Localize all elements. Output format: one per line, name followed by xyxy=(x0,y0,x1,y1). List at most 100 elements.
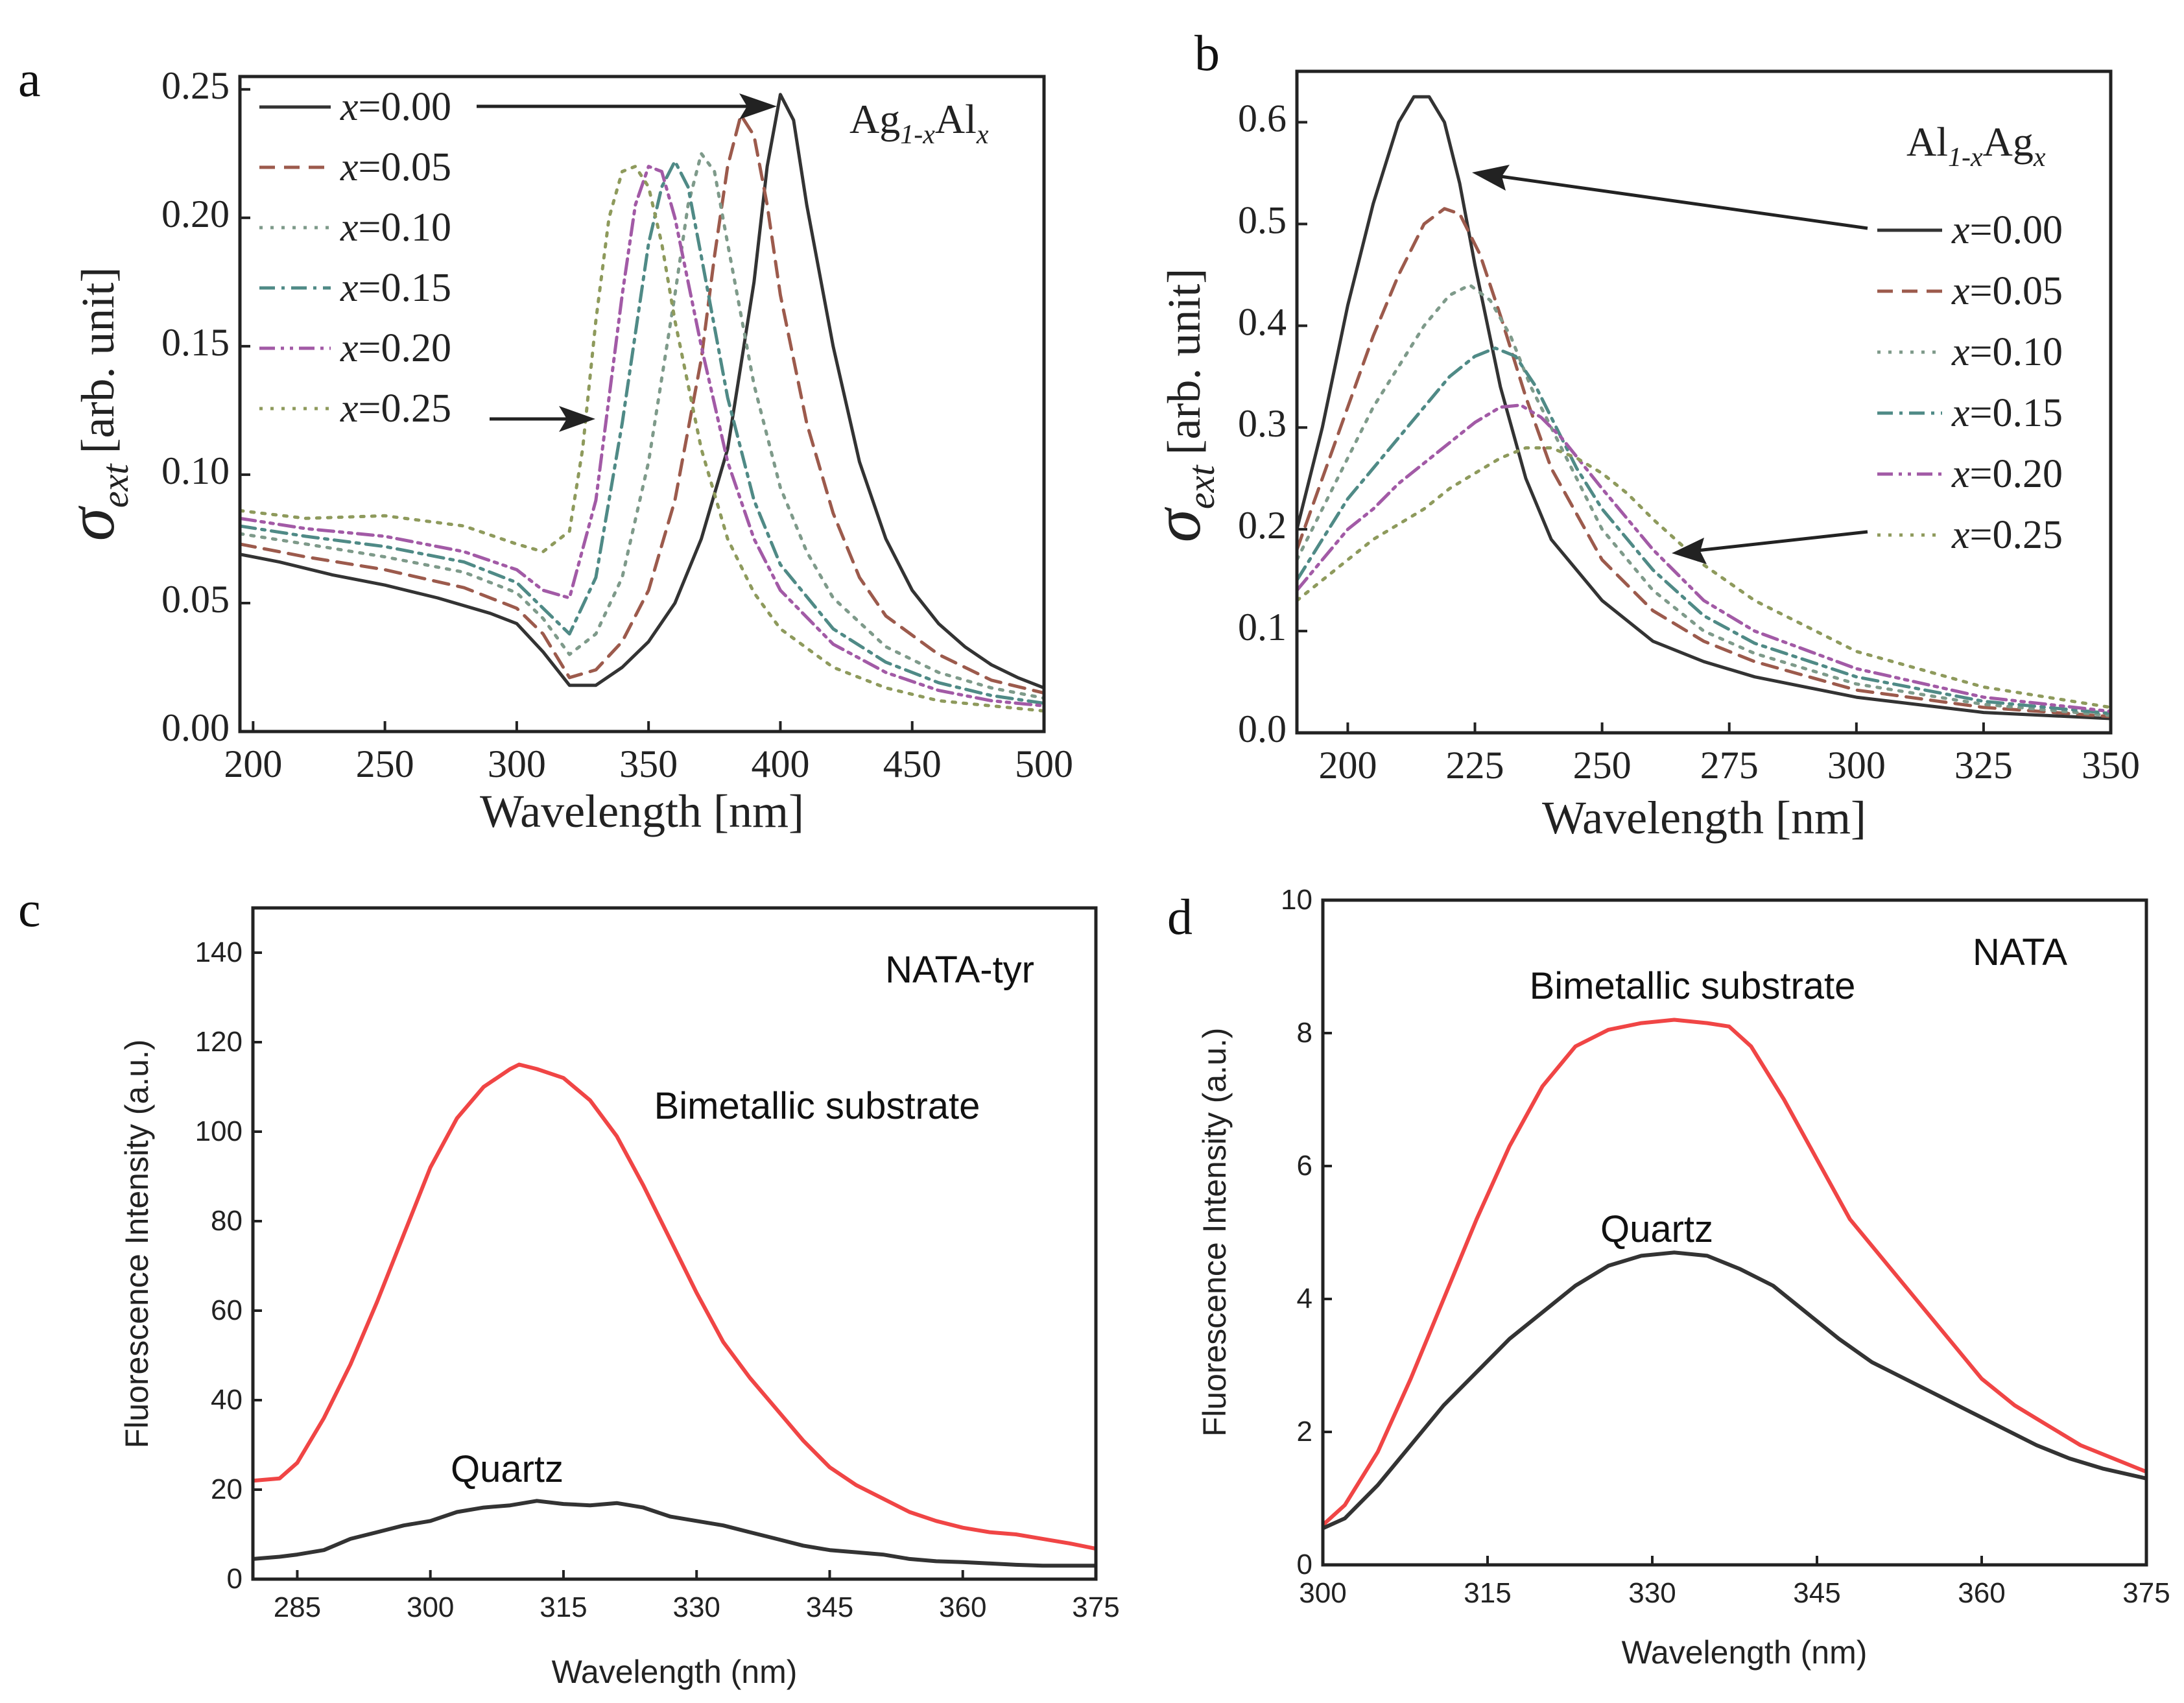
plot-area-c xyxy=(253,1062,1096,1568)
series-line-b-4 xyxy=(1297,403,2111,713)
arrow-x000-a xyxy=(477,93,777,119)
y-tick-label-d-5: 10 xyxy=(1281,884,1312,916)
panel-label-b: b xyxy=(1194,25,1220,81)
y-tick-label-c-5: 100 xyxy=(195,1115,243,1147)
x-tick-label-d-2: 330 xyxy=(1628,1577,1676,1609)
y-tick-label-c-7: 140 xyxy=(195,936,243,968)
legend-label-b-2: x=0.10 xyxy=(1951,330,2063,374)
series-line-a-3 xyxy=(240,160,1044,705)
sample-label-d: NATA xyxy=(1973,931,2067,973)
panel-label-d: d xyxy=(1167,888,1193,945)
y-tick-label-b-1: 0.1 xyxy=(1238,606,1287,649)
x-tick-label-b-6: 350 xyxy=(2082,744,2140,787)
x-tick-label-c-0: 285 xyxy=(274,1591,321,1623)
x-tick-label-c-5: 360 xyxy=(939,1591,986,1623)
composition-label-b: Al1-xAgx xyxy=(1906,119,2046,173)
x-tick-label-a-4: 400 xyxy=(751,743,809,785)
x-tick-label-a-2: 300 xyxy=(488,743,546,785)
x-tick-label-d-3: 345 xyxy=(1793,1577,1840,1609)
y-tick-label-b-4: 0.4 xyxy=(1238,300,1287,343)
y-tick-label-b-5: 0.5 xyxy=(1238,198,1287,241)
legend-label-a-0: x=0.00 xyxy=(340,85,451,129)
x-axis-label-a: Wavelength [nm] xyxy=(480,785,804,837)
y-tick-label-d-3: 6 xyxy=(1297,1150,1312,1182)
x-tick-label-c-3: 330 xyxy=(672,1591,720,1623)
legend-label-b-1: x=0.05 xyxy=(1951,269,2063,313)
x-tick-label-c-2: 315 xyxy=(540,1591,587,1623)
legend-label-b-5: x=0.25 xyxy=(1951,513,2063,557)
y-axis-label-a: σext[arb. unit] xyxy=(54,267,136,542)
x-tick-label-a-3: 350 xyxy=(619,743,678,785)
plot-frame-c xyxy=(251,906,1098,1581)
series-line-b-5 xyxy=(1297,446,2111,709)
series-line-a-1 xyxy=(240,113,1044,695)
y-axis-label-d: Fluorescence Intensity (a.u.) xyxy=(1196,1028,1233,1437)
series-line-a-0 xyxy=(240,93,1044,690)
y-tick-label-a-1: 0.05 xyxy=(161,578,230,621)
panel-a: a Wavelength [nm] σext[arb. unit] Ag1-xA… xyxy=(18,51,1073,837)
legend-label-a-1: x=0.05 xyxy=(340,145,451,189)
series-line-d-1 xyxy=(1323,1250,2146,1530)
ticks-d: 300 315 330 345 360 375 0 2 4 6 8 10 xyxy=(1281,884,2170,1609)
y-tick-label-c-6: 120 xyxy=(195,1026,243,1058)
legend-label-a-5: x=0.25 xyxy=(340,387,451,431)
y-tick-label-b-0: 0.0 xyxy=(1238,708,1287,750)
legend-b: x=0.00 x=0.05 x=0.10 x=0.15 x=0.20 x=0.25 xyxy=(1877,208,2063,557)
series-line-b-0 xyxy=(1297,95,2111,720)
legend-label-b-3: x=0.15 xyxy=(1951,391,2063,435)
legend-label-a-3: x=0.15 xyxy=(340,266,451,310)
series-line-d-0 xyxy=(1323,1018,2146,1527)
y-tick-label-a-2: 0.10 xyxy=(161,449,230,492)
series-line-b-2 xyxy=(1297,283,2111,717)
plot-area-a xyxy=(240,93,1044,713)
series-line-a-5 xyxy=(240,165,1044,713)
series-line-a-2 xyxy=(240,152,1044,700)
x-tick-label-a-6: 500 xyxy=(1015,743,1073,785)
x-tick-label-d-1: 315 xyxy=(1464,1577,1511,1609)
y-tick-label-c-1: 20 xyxy=(211,1473,243,1505)
x-tick-label-b-0: 200 xyxy=(1318,744,1377,787)
plot-area-d xyxy=(1323,1018,2146,1530)
y-tick-label-d-2: 4 xyxy=(1297,1283,1312,1315)
y-tick-label-b-3: 0.3 xyxy=(1238,402,1287,445)
x-tick-label-c-4: 345 xyxy=(806,1591,853,1623)
x-tick-label-d-4: 360 xyxy=(1958,1577,2005,1609)
plot-frame-d xyxy=(1321,898,2148,1567)
x-tick-label-d-0: 300 xyxy=(1299,1577,1346,1609)
series-label-bimetallic-c: Bimetallic substrate xyxy=(654,1085,980,1127)
y-axis-label-b: σext[arb. unit] xyxy=(1140,268,1222,543)
plot-frame-b xyxy=(1295,69,2113,735)
x-tick-label-b-1: 225 xyxy=(1446,744,1504,787)
legend-label-a-4: x=0.20 xyxy=(340,326,451,370)
panel-b: b Wavelength [nm] σext[arb. unit] Al1-xA… xyxy=(1140,25,2140,844)
panel-c: c Wavelength (nm) Fluorescence Intensity… xyxy=(18,881,1120,1690)
series-label-quartz-c: Quartz xyxy=(451,1448,564,1490)
series-label-quartz-d: Quartz xyxy=(1600,1208,1713,1250)
x-tick-label-b-3: 275 xyxy=(1700,744,1759,787)
series-line-b-1 xyxy=(1297,207,2111,719)
y-tick-label-a-4: 0.20 xyxy=(161,193,230,235)
legend-label-b-0: x=0.00 xyxy=(1951,208,2063,252)
x-tick-label-c-1: 300 xyxy=(407,1591,454,1623)
series-label-bimetallic-d: Bimetallic substrate xyxy=(1530,965,1856,1007)
sample-label-c: NATA-tyr xyxy=(885,949,1034,991)
y-tick-label-c-2: 40 xyxy=(211,1384,243,1416)
series-line-c-1 xyxy=(253,1499,1096,1568)
x-axis-label-c: Wavelength (nm) xyxy=(552,1654,798,1690)
panel-d: d Wavelength (nm) Fluorescence Intensity… xyxy=(1167,884,2170,1671)
series-line-a-4 xyxy=(240,165,1044,708)
y-tick-label-c-0: 0 xyxy=(227,1563,243,1595)
arrow-x025-b xyxy=(1672,530,1868,564)
y-tick-label-d-1: 2 xyxy=(1297,1416,1312,1447)
x-tick-label-b-2: 250 xyxy=(1573,744,1632,787)
x-tick-label-d-5: 375 xyxy=(2122,1577,2170,1609)
y-tick-label-a-0: 0.00 xyxy=(161,706,230,749)
series-line-c-0 xyxy=(253,1062,1096,1551)
composition-label-a: Ag1-xAlx xyxy=(849,96,989,150)
x-tick-label-a-0: 200 xyxy=(224,743,282,785)
x-tick-label-a-5: 450 xyxy=(883,743,942,785)
arrow-x000-b xyxy=(1472,165,1868,230)
ticks-c: 285 300 315 330 345 360 375 0 20 40 60 80 100 120 140 xyxy=(195,936,1120,1623)
y-tick-label-a-5: 0.25 xyxy=(161,64,230,107)
